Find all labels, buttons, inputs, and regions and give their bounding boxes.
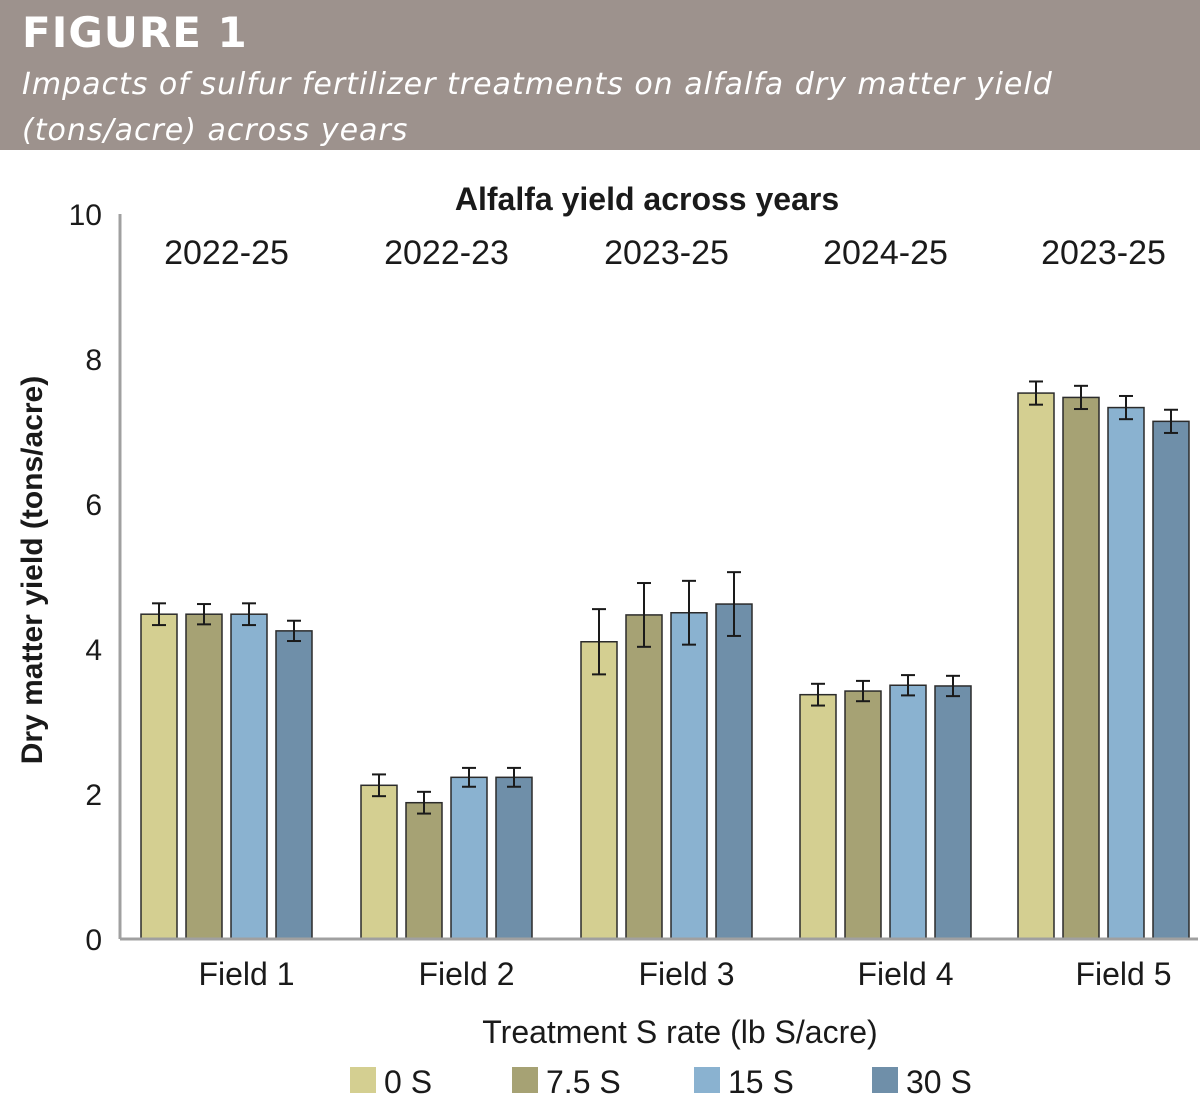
y-axis-label: Dry matter yield (tons/acre) [16, 376, 49, 764]
legend-label: 30 S [906, 1064, 972, 1096]
legend-label: 0 S [384, 1064, 432, 1096]
legend: 0 S 7.5 S 15 S 30 S [350, 1064, 972, 1096]
bar [889, 684, 927, 940]
period-label: 2023-25 [604, 234, 729, 272]
bar [140, 613, 178, 940]
x-axis-label: Treatment S rate (lb S/acre) [482, 1014, 877, 1050]
figure-banner: FIGURE 1 Impacts of sulfur fertilizer tr… [0, 0, 1200, 150]
legend-swatch [872, 1067, 898, 1093]
period-label: 2024-25 [823, 234, 948, 272]
bar [715, 603, 753, 940]
bar [360, 784, 398, 940]
bar [1062, 396, 1100, 940]
bar [670, 612, 708, 940]
bar [1017, 392, 1055, 940]
x-category-label: Field 2 [418, 956, 514, 992]
x-axis: Field 1 Field 2 Field 3 Field 4 Field 5 [120, 937, 1198, 992]
bar [405, 801, 443, 940]
bar [185, 613, 223, 940]
legend-label: 7.5 S [546, 1064, 621, 1096]
legend-swatch [512, 1067, 538, 1093]
bar [799, 693, 837, 940]
legend-label: 15 S [728, 1064, 794, 1096]
bar [844, 690, 882, 940]
bar-chart: Alfalfa yield across years 2022-25 2022-2… [16, 181, 1198, 1096]
x-category-label: Field 1 [198, 956, 294, 992]
y-tick-label: 10 [69, 199, 102, 232]
bar [230, 613, 268, 940]
bar [495, 776, 533, 940]
chart-title: Alfalfa yield across years [455, 181, 839, 217]
figure-caption-line-1: Impacts of sulfur fertilizer treatments … [22, 67, 1053, 102]
x-category-label: Field 5 [1075, 956, 1171, 992]
bar [1152, 420, 1190, 940]
period-label: 2022-25 [164, 234, 289, 272]
figure-label: FIGURE 1 [22, 8, 248, 57]
figure-caption-line-2: (tons/acre) across years [22, 113, 409, 148]
y-tick-label: 2 [85, 779, 102, 812]
y-axis: 0 2 4 6 8 10 [69, 199, 122, 957]
legend-swatch [350, 1067, 376, 1093]
bars [140, 392, 1190, 940]
bar [580, 641, 618, 940]
y-tick-label: 8 [85, 344, 102, 377]
period-labels: 2022-25 2022-23 2023-25 2024-25 2023-25 [164, 234, 1166, 272]
bar [934, 685, 972, 940]
bar [275, 630, 313, 940]
legend-swatch [694, 1067, 720, 1093]
y-tick-label: 4 [85, 634, 102, 667]
figure-caption: Impacts of sulfur fertilizer treatments … [22, 62, 1172, 154]
bar [450, 776, 488, 940]
y-tick-label: 0 [85, 924, 102, 957]
x-category-label: Field 4 [857, 956, 953, 992]
bar [1107, 406, 1145, 940]
bar [625, 614, 663, 940]
period-label: 2022-23 [384, 234, 509, 272]
error-bars [152, 380, 1178, 815]
period-label: 2023-25 [1041, 234, 1166, 272]
y-tick-label: 6 [85, 489, 102, 522]
x-category-label: Field 3 [638, 956, 734, 992]
